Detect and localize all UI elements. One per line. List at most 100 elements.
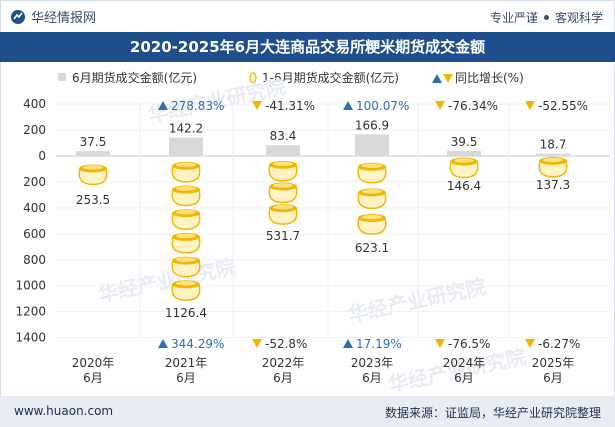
legend-down-triangle-icon (443, 74, 453, 83)
growth-rate-text: 344.29% (171, 337, 224, 351)
watermark-text: 华经产业研究院 (96, 254, 238, 307)
bar-monthly (355, 134, 389, 156)
label-layer: 37.5 142.2 83.4 166.9 39.5 18.7 253.5 1126.4 531… (72, 99, 588, 385)
growth-rate-text: 17.19% (356, 337, 402, 351)
bar-layer (76, 134, 570, 156)
y-tick-label: 400 (23, 201, 46, 215)
tag-left: 专业严谨 (489, 11, 538, 25)
coin-pot-icon (268, 160, 298, 182)
x-tick-label: 2023年 (351, 356, 394, 370)
up-triangle-icon (158, 101, 168, 110)
y-tick-label: 600 (23, 227, 46, 241)
up-triangle-icon (158, 339, 168, 348)
down-triangle-icon (525, 101, 535, 110)
growth-ytd: 344.29% (158, 337, 224, 351)
x-tick-label: 2021年 (165, 356, 208, 370)
growth-monthly: -41.31% (252, 99, 315, 113)
bar-value-label: 39.5 (451, 135, 478, 149)
grid-layer: 400 200 0 200 400 600 800 1000 1200 1400 (15, 97, 610, 345)
chart-svg: 6月期货成交金额(亿元) 1-6月期货成交金额(亿元) 同比增长(%) 华经产业… (15, 70, 610, 396)
growth-monthly: 100.07% (343, 99, 409, 113)
bar-value-label: 37.5 (80, 135, 107, 149)
down-triangle-icon (435, 101, 445, 110)
legend-swatch-monthly (58, 73, 66, 81)
y-tick-label: 1000 (15, 279, 46, 293)
x-tick-label: 2022年 (262, 356, 305, 370)
header-tags: 专业严谨 客观科学 (490, 9, 603, 26)
x-tick-label: 6月 (273, 371, 293, 385)
legend-label-monthly: 6月期货成交金额(亿元) (72, 70, 197, 85)
top-bar: 华经情报网 专业严谨 客观科学 (0, 0, 615, 32)
coin-pot-icon (538, 156, 568, 178)
growth-monthly: 278.83% (158, 99, 224, 113)
legend-label-ytd: 1-6月期货成交金额(亿元) (262, 70, 399, 85)
coin-value-label: 1126.4 (165, 306, 207, 320)
legend-coin-icon (249, 72, 257, 84)
growth-rate-text: -76.5% (448, 337, 490, 351)
legend-up-triangle-icon (432, 74, 442, 83)
bar-monthly (169, 137, 203, 156)
brand-name: 华经情报网 (31, 11, 97, 26)
growth-rate-text: 278.83% (171, 99, 224, 113)
bar-value-label: 83.4 (270, 129, 297, 143)
up-triangle-icon (343, 339, 353, 348)
brand: 华经情报网 (10, 7, 96, 26)
x-tick-label: 2024年 (443, 356, 486, 370)
down-triangle-icon (525, 339, 535, 348)
y-tick-label: 1400 (15, 331, 46, 345)
up-triangle-icon (343, 101, 353, 110)
coin-value-label: 623.1 (355, 241, 389, 255)
bar-monthly (76, 151, 110, 156)
growth-rate-text: -41.31% (265, 99, 315, 113)
coin-pot-icon (357, 188, 387, 210)
chart-title: 2020-2025年6月大连商品交易所粳米期货成交金额 (0, 32, 615, 62)
x-tick-label: 6月 (83, 371, 103, 385)
footer-site: www.huaon.com (14, 404, 114, 418)
coin-pot-icon (171, 256, 201, 278)
bar-value-label: 142.2 (169, 122, 203, 136)
growth-monthly: -52.55% (525, 99, 588, 113)
down-triangle-icon (252, 339, 262, 348)
coin-layer (78, 156, 568, 302)
bar-monthly (536, 153, 570, 156)
x-tick-label: 6月 (176, 371, 196, 385)
x-tick-label: 6月 (543, 371, 563, 385)
y-tick-label: 200 (23, 123, 46, 137)
coin-pot-icon (268, 204, 298, 225)
growth-rate-text: -6.27% (538, 337, 580, 351)
growth-rate-text: -52.55% (538, 99, 588, 113)
watermark-text: 华经产业研究院 (346, 274, 488, 327)
brand-logo-icon (11, 9, 25, 24)
coin-pot-icon (357, 162, 387, 184)
legend-label-growth: 同比增长(%) (455, 71, 524, 85)
bar-value-label: 18.7 (540, 138, 567, 152)
y-tick-label: 200 (23, 175, 46, 189)
down-triangle-icon (435, 339, 445, 348)
coin-pot-icon (171, 232, 201, 254)
coin-value-label: 253.5 (76, 193, 110, 207)
y-tick-label: 400 (23, 97, 46, 111)
coin-pot-icon (78, 164, 108, 186)
coin-pot-icon (268, 182, 298, 204)
coin-pot-icon (171, 161, 201, 183)
footer: www.huaon.com 数据来源：证监局，华经产业研究院整理 (0, 396, 615, 427)
x-tick-label: 2025年 (532, 356, 575, 370)
coin-pot-icon (357, 214, 387, 235)
growth-rate-text: -52.8% (265, 337, 307, 351)
coin-pot-icon (171, 185, 201, 207)
footer-source: 数据来源：证监局，华经产业研究院整理 (384, 406, 601, 420)
x-tick-label: 6月 (454, 371, 474, 385)
tag-right: 客观科学 (554, 11, 603, 25)
bar-value-label: 166.9 (355, 118, 389, 132)
growth-ytd: -76.5% (435, 337, 490, 351)
y-tick-label: 800 (23, 253, 46, 267)
coin-value-label: 146.4 (447, 179, 481, 193)
coin-pot-icon (171, 209, 201, 230)
y-tick-label: 1200 (15, 305, 46, 319)
growth-monthly: -76.34% (435, 99, 498, 113)
coin-pot-icon (449, 157, 479, 179)
x-tick-label: 6月 (362, 371, 382, 385)
coin-value-label: 531.7 (266, 229, 300, 243)
x-tick-label: 2020年 (72, 356, 115, 370)
bar-monthly (447, 150, 481, 156)
